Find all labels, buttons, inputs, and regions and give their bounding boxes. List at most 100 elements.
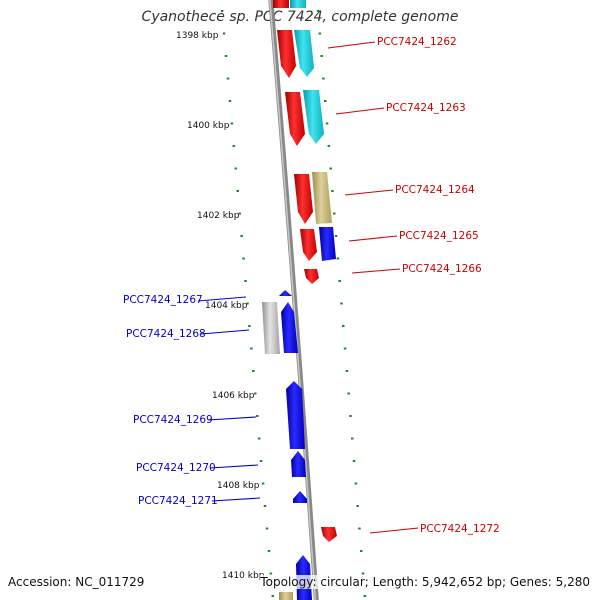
gene-arrow[interactable] [279, 290, 292, 296]
minor-tick [234, 167, 238, 170]
gene-arrow[interactable] [262, 302, 280, 354]
minor-tick [342, 325, 345, 327]
minor-tick [263, 505, 267, 507]
minor-tick [261, 482, 265, 485]
minor-tick [354, 482, 358, 485]
gene-arrow[interactable] [286, 381, 305, 449]
gene-arrow[interactable] [304, 269, 319, 284]
scale-label: 1410 kbp [222, 571, 265, 581]
minor-tick [242, 257, 245, 260]
minor-tick [244, 280, 247, 282]
gene-arrow[interactable] [291, 451, 306, 477]
leader-line [327, 41, 376, 49]
minor-tick [236, 190, 239, 192]
gene-arrow[interactable] [285, 92, 305, 146]
scale-label: 1406 kbp [212, 391, 255, 401]
gene-label[interactable]: PCC7424_1270 [136, 462, 216, 474]
leader-line [351, 268, 401, 274]
leader-line [335, 107, 385, 115]
gene-arrow[interactable] [312, 172, 332, 224]
minor-tick [259, 460, 263, 462]
minor-tick [336, 257, 340, 260]
gene-label[interactable]: PCC7424_1269 [133, 414, 213, 426]
minor-tick [329, 167, 332, 170]
minor-tick [361, 572, 365, 575]
scale-label: 1404 kbp [205, 301, 248, 311]
gene-label[interactable]: PCC7424_1264 [395, 184, 475, 196]
minor-tick [325, 122, 329, 125]
minor-tick [334, 235, 338, 237]
minor-tick [338, 280, 341, 282]
minor-tick [347, 392, 350, 395]
minor-tick [363, 595, 367, 597]
gene-label[interactable]: PCC7424_1268 [126, 328, 206, 340]
minor-tick [318, 32, 322, 35]
gene-label[interactable]: PCC7424_1265 [399, 230, 479, 242]
minor-tick [220, 10, 224, 12]
gene-arrow[interactable] [300, 229, 317, 261]
minor-tick [331, 190, 334, 192]
minor-tick [250, 347, 253, 350]
gene-arrow[interactable] [293, 491, 307, 503]
gene-arrow[interactable] [294, 174, 313, 224]
minor-tick [345, 370, 349, 372]
gene-arrow[interactable] [319, 227, 336, 261]
gene-label[interactable]: PCC7424_1263 [386, 102, 466, 114]
leader-line [209, 464, 259, 469]
minor-tick [228, 100, 232, 102]
scale-label: 1398 kbp [176, 31, 219, 41]
gene-arrow[interactable] [273, 0, 289, 8]
leader-line [211, 497, 261, 502]
minor-tick [343, 347, 347, 350]
minor-tick [271, 595, 275, 597]
minor-tick [327, 145, 331, 147]
gene-arrow[interactable] [277, 30, 296, 78]
leader-line [200, 329, 250, 335]
gene-label[interactable]: PCC7424_1266 [402, 263, 482, 275]
leader-line [344, 189, 394, 196]
minor-tick [226, 77, 230, 80]
minor-tick [248, 325, 251, 327]
gene-label[interactable]: PCC7424_1267 [123, 294, 203, 306]
minor-tick [257, 437, 261, 440]
genome-backbone [268, 0, 319, 600]
gene-arrow[interactable] [303, 90, 324, 144]
gene-track-forward [273, 0, 337, 542]
leader-line [369, 527, 419, 534]
gene-arrow[interactable] [281, 302, 298, 353]
leader-line [348, 235, 398, 242]
scale-label: 1400 kbp [187, 121, 230, 131]
minor-tick [255, 415, 259, 417]
minor-tick [232, 145, 236, 147]
gene-arrow[interactable] [294, 30, 314, 77]
minor-tick [269, 572, 273, 575]
gene-track-reverse [262, 290, 312, 600]
minor-tick [320, 55, 323, 57]
gene-label[interactable]: PCC7424_1262 [377, 36, 457, 48]
minor-tick [224, 55, 228, 57]
genome-backbone-highlight [269, 0, 317, 600]
minor-tick [360, 550, 363, 552]
accession-text: Accession: NC_011729 [8, 575, 145, 589]
minor-tick [252, 370, 255, 372]
minor-tick [222, 32, 226, 35]
minor-tick [316, 10, 320, 12]
minor-tick [238, 212, 241, 215]
minor-tick [240, 235, 243, 237]
scale-label: 1408 kbp [217, 481, 260, 491]
minor-tick [267, 550, 271, 552]
leader-line [197, 296, 247, 302]
leader-line [207, 416, 257, 421]
minor-tick [322, 77, 325, 80]
gene-arrow[interactable] [290, 0, 306, 8]
gene-label[interactable]: PCC7424_1272 [420, 523, 500, 535]
minor-tick [230, 122, 234, 125]
gene-arrow[interactable] [321, 527, 337, 542]
minor-tick [351, 437, 354, 440]
minor-tick [265, 527, 269, 530]
gene-arrow[interactable] [279, 592, 293, 600]
gene-label[interactable]: PCC7424_1271 [138, 495, 218, 507]
scale-label: 1402 kbp [197, 211, 240, 221]
scale-ticks [220, 10, 367, 597]
